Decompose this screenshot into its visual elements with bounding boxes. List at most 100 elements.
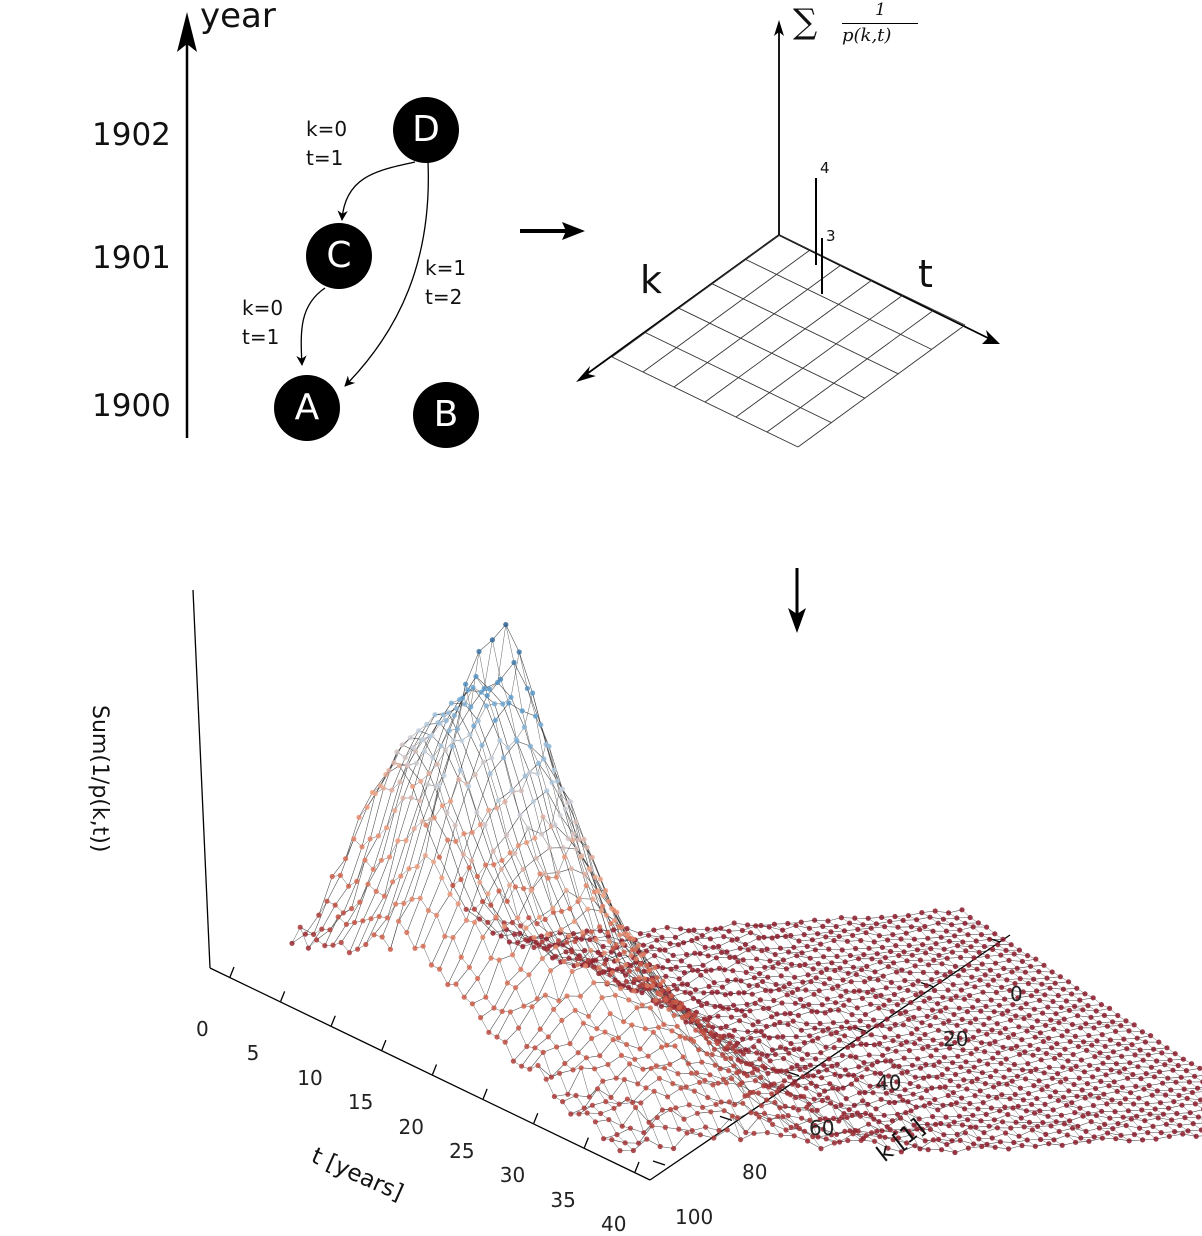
surface-point (535, 771, 541, 777)
surface-point (482, 822, 488, 828)
surface-point (387, 854, 393, 860)
surface-k-tick (652, 1160, 666, 1166)
surface-point (568, 1111, 574, 1117)
surface-point (486, 1029, 492, 1035)
surface-point (1082, 1095, 1088, 1101)
surface-point (772, 1021, 778, 1028)
surface-point (898, 1041, 904, 1048)
surface-point (1150, 1123, 1156, 1129)
surface-point (525, 825, 531, 832)
surface-point (463, 906, 469, 912)
surface-point (647, 967, 653, 973)
surface-point (1114, 1088, 1120, 1094)
surface-point (660, 978, 666, 984)
surface-point (801, 932, 807, 938)
surface-point (532, 1045, 538, 1051)
surface-point (958, 987, 965, 993)
surface-point (480, 759, 486, 765)
surface-point (786, 949, 792, 955)
surface-point (1175, 1062, 1181, 1069)
surface-point (372, 791, 378, 797)
surface-point (364, 804, 370, 810)
surface-point (1065, 1058, 1071, 1064)
surface-point (373, 888, 379, 895)
surface-point (991, 1009, 997, 1015)
surface-point (778, 973, 784, 979)
surface-point (835, 983, 841, 989)
surface-point (413, 760, 419, 767)
surface-point (997, 1139, 1004, 1145)
surface-point (1167, 1057, 1173, 1063)
surface-point (733, 977, 739, 983)
surface-point (687, 990, 694, 996)
surface-point (843, 988, 849, 994)
surface-point (962, 920, 968, 926)
surface-point (887, 1127, 893, 1133)
surface-point (740, 1100, 746, 1106)
surface-point (895, 1135, 902, 1141)
surface-point (1197, 1065, 1202, 1071)
surface-point (751, 1130, 757, 1136)
surface-point (1189, 1089, 1195, 1096)
surface-point (857, 1113, 864, 1119)
surface-point (396, 918, 402, 924)
surface-point (626, 997, 632, 1003)
surface-point (654, 1114, 660, 1121)
surface-point (964, 981, 970, 987)
surface-point (948, 996, 954, 1003)
surface-point (466, 964, 472, 970)
surface-point (562, 1060, 568, 1067)
surface-point (958, 1064, 964, 1070)
surface-point (761, 1083, 767, 1089)
surface-point (713, 955, 720, 961)
surface-point (984, 1031, 990, 1037)
surface-point (665, 958, 671, 964)
surface-point (840, 977, 846, 983)
surface-point (622, 1140, 628, 1146)
surface-point (996, 973, 1002, 979)
schematic-frac-numerator: 1 (875, 0, 886, 20)
surface-point (470, 684, 476, 691)
surface-point (938, 1120, 944, 1127)
surface-z-label: Sum(1/p(k,t)) (87, 705, 112, 853)
surface-point (758, 1103, 765, 1109)
surface-point (1113, 1028, 1119, 1034)
schematic-grid-line (704, 279, 873, 403)
surface-point (489, 637, 495, 643)
surface-point (1010, 1105, 1016, 1111)
surface-point (917, 1036, 923, 1042)
surface-point (705, 1022, 712, 1029)
edge-d-c (337, 161, 416, 222)
surface-point (787, 1092, 794, 1098)
surface-point (636, 975, 642, 981)
surface-point (476, 648, 482, 655)
surface-point (534, 996, 540, 1002)
schematic-t-arrowhead (982, 330, 1000, 344)
surface-point (1121, 1036, 1127, 1042)
surface-point (517, 930, 523, 937)
surface-point (818, 1146, 824, 1152)
surface-point (882, 1034, 888, 1040)
surface-point (1116, 1041, 1122, 1047)
surface-point (965, 1037, 971, 1043)
surface-point (978, 1008, 984, 1014)
surface-point (583, 883, 589, 889)
surface-wire-k (425, 692, 755, 1134)
surface-point (1078, 1135, 1084, 1141)
surface-point (828, 1031, 834, 1037)
surface-point (828, 1100, 834, 1106)
surface-point (773, 1068, 779, 1074)
surface-point (324, 898, 330, 904)
surface-point (629, 1022, 635, 1028)
surface-point (451, 712, 457, 719)
surface-point (771, 1081, 777, 1087)
surface-point (906, 1016, 912, 1023)
surface-point (848, 979, 854, 985)
surface-point (439, 803, 445, 809)
surface-point (543, 1076, 549, 1082)
surface-point (1093, 1112, 1099, 1119)
surface-point (890, 932, 896, 938)
surface-point (1059, 1033, 1065, 1039)
surface-point (1193, 1133, 1199, 1139)
surface-point (757, 1056, 763, 1062)
